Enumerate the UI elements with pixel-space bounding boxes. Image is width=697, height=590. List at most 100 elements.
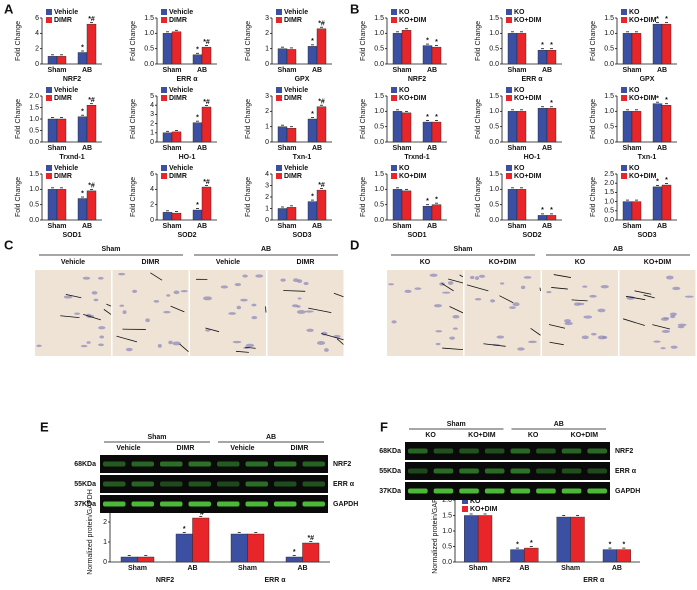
significance-label: *	[656, 16, 659, 23]
nucleus	[564, 319, 571, 323]
nucleus	[74, 312, 81, 315]
nucleus	[145, 318, 150, 323]
y-tick-label: 1.5	[489, 171, 499, 178]
y-tick-label: 4	[265, 171, 269, 178]
x-tick-label: AB	[82, 145, 92, 152]
nucleus	[666, 275, 674, 280]
nucleus	[564, 321, 573, 326]
significance-label: *	[183, 526, 186, 533]
nucleus	[157, 344, 162, 348]
y-tick-label: 4	[150, 102, 154, 109]
x-tick-label: Sham	[507, 223, 526, 230]
legend-label: KO	[629, 87, 640, 94]
legend-swatch	[276, 9, 282, 15]
blot-band	[160, 501, 183, 507]
fiber	[333, 292, 344, 298]
x-tick-label: AB	[519, 565, 529, 572]
x-tick-label: Sham	[507, 145, 526, 152]
nucleus	[245, 343, 255, 348]
nucleus	[474, 297, 482, 301]
legend-label: DIMR	[169, 95, 187, 102]
column-label: DIMR	[297, 259, 315, 266]
bar	[192, 517, 210, 563]
group-label: Sham	[453, 246, 472, 253]
x-axis-label: Trxnd-1	[404, 154, 429, 161]
significance-label: *	[550, 207, 553, 214]
x-tick-label: Sham	[47, 145, 66, 152]
column-label: KO+DIM	[644, 259, 672, 266]
x-tick-label: Sham	[392, 145, 411, 152]
y-tick-label: 2.0	[604, 180, 614, 187]
y-tick-label: 0.0	[604, 139, 614, 146]
group-label: ERR α	[583, 577, 605, 584]
bar	[431, 46, 442, 65]
nucleus	[478, 274, 486, 278]
bar	[507, 111, 518, 143]
significance-label: *	[665, 177, 668, 184]
nucleus	[597, 308, 606, 313]
nucleus	[435, 330, 443, 333]
y-axis-label: Normalized protein/GAPDH	[87, 489, 94, 575]
y-tick-label: 0.0	[374, 139, 384, 146]
y-tick-label: 1.0	[604, 198, 614, 205]
y-tick-label: 0.0	[29, 217, 39, 224]
x-tick-label: AB	[82, 67, 92, 74]
bar	[422, 205, 433, 221]
x-axis-label: SOD2	[177, 232, 196, 239]
y-tick-label: 1.0	[604, 30, 614, 37]
blot-strip	[100, 475, 328, 493]
significance-label: *	[311, 111, 314, 118]
x-tick-label: AB	[82, 223, 92, 230]
fiber	[336, 338, 344, 345]
bar	[661, 184, 672, 221]
x-tick-label: Sham	[162, 223, 181, 230]
blot-band	[245, 501, 268, 507]
legend-label: KO	[399, 165, 410, 172]
fiber	[539, 287, 541, 292]
fiber	[622, 318, 645, 326]
significance-label: *#	[203, 179, 210, 186]
y-tick-label: 3	[265, 182, 269, 189]
legend-label: Vehicle	[54, 87, 78, 94]
legend-label: DIMR	[54, 173, 72, 180]
fiber	[83, 314, 101, 321]
nucleus	[577, 302, 585, 306]
fiber	[116, 335, 138, 343]
legend-label: KO	[470, 498, 481, 505]
kda-label: 55KDa	[379, 468, 401, 475]
y-tick-label: 3	[150, 111, 154, 118]
nucleus	[528, 340, 537, 344]
legend-label: Vehicle	[284, 9, 308, 16]
bar	[277, 208, 288, 221]
x-tick-label: AB	[542, 145, 552, 152]
x-tick-label: AB	[312, 67, 322, 74]
y-tick-label: 0.0	[144, 61, 154, 68]
legend-swatch	[506, 95, 512, 101]
legend-swatch	[621, 9, 627, 15]
significance-label: *	[665, 97, 668, 104]
blot-band	[459, 448, 479, 454]
bar	[516, 111, 527, 143]
y-tick-label: 1.0	[604, 108, 614, 115]
blot-band	[217, 461, 240, 467]
significance-label: *	[81, 44, 84, 51]
y-tick-label: 1.0	[144, 30, 154, 37]
nucleus	[452, 327, 458, 330]
bar	[537, 108, 548, 143]
nucleus	[119, 304, 125, 307]
fiber	[643, 294, 655, 299]
bar	[631, 33, 642, 65]
bar	[171, 131, 182, 143]
nucleus	[125, 347, 133, 352]
blot-band	[188, 481, 211, 487]
x-tick-label: AB	[427, 67, 437, 74]
column-label: KO	[420, 259, 431, 266]
x-tick-label: AB	[657, 67, 667, 74]
blot-band	[160, 461, 183, 467]
bar	[316, 106, 327, 143]
blot-band	[433, 468, 454, 474]
blot-band	[302, 501, 325, 507]
y-tick-label: 2	[265, 108, 269, 115]
nucleus	[523, 276, 532, 279]
y-axis-label: Normalized protein/GAPDH	[432, 488, 439, 574]
